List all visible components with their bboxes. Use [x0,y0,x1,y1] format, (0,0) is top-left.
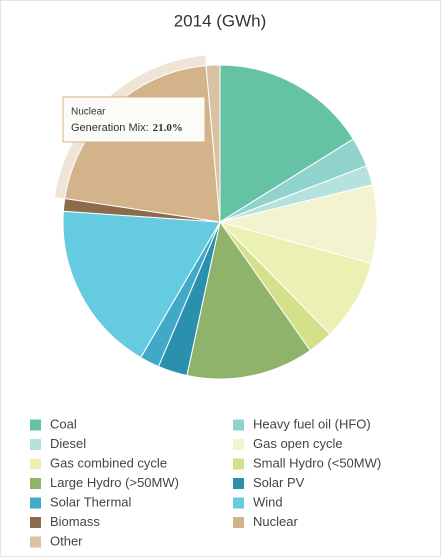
legend-swatch [233,517,244,528]
legend-label: Diesel [50,436,86,451]
slice [219,64,355,223]
legend-swatch [30,419,41,431]
legend-swatch [30,439,41,450]
slice [186,220,311,380]
slice [62,210,221,359]
legend-label: Wind [253,494,283,509]
slice [205,64,221,223]
legend-label: Solar Thermal [50,494,132,509]
legend-swatch [30,478,41,489]
legend-swatch [233,458,244,470]
legend-label: Heavy fuel oil (HFO) [253,416,371,431]
tooltip-value: 21.0% [153,122,183,134]
legend-swatch [233,419,244,431]
legend-swatch [233,497,244,509]
legend-swatch [30,458,41,470]
legend-label: Biomass [50,514,100,529]
chart-title: 2014 (GWh) [174,11,267,30]
legend-label: Gas combined cycle [50,455,167,470]
tooltip-line: Generation Mix: 21.0% [71,122,183,134]
legend-label: Coal [50,416,77,431]
legend-label: Other [50,533,83,548]
tooltip-label: Generation Mix: [71,122,149,134]
tooltip: Nuclear Generation Mix: 21.0% [62,96,206,143]
legend-label: Small Hydro (<50MW) [253,455,381,470]
legend-label: Solar PV [253,475,305,490]
legend-swatch [233,439,244,450]
tooltip-box [62,96,206,143]
legend-swatch [30,536,41,548]
legend-swatch [30,497,41,509]
legend-label: Large Hydro (>50MW) [50,475,179,490]
legend-swatch [30,517,41,528]
tooltip-title: Nuclear [71,107,106,118]
legend-label: Gas open cycle [253,436,343,451]
legend-label: Nuclear [253,514,298,529]
legend-swatch [233,478,244,489]
